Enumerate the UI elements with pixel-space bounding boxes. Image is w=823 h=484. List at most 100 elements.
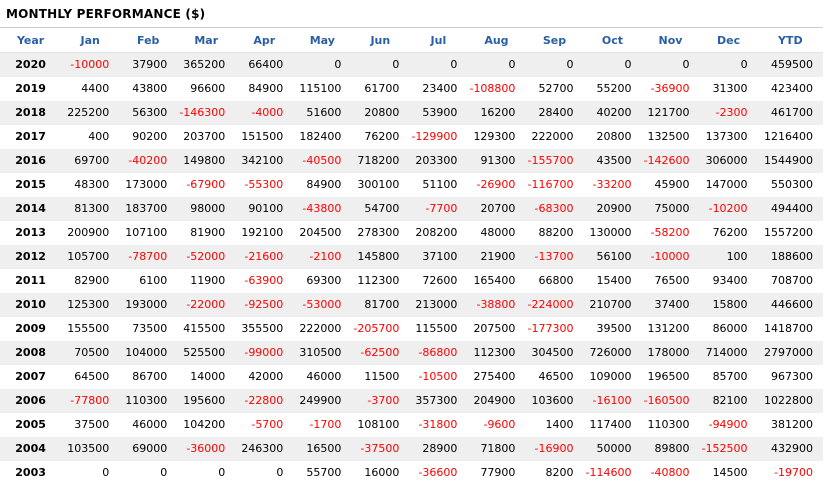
year-cell: 2005 [15, 418, 46, 431]
month-cell: -40800 [650, 465, 690, 479]
month-cell: 31300 [712, 82, 748, 95]
month-cell: 183700 [125, 202, 168, 215]
month-cell: 204500 [299, 226, 342, 239]
month-cell: 225200 [67, 106, 110, 119]
month-cell: 0 [508, 58, 516, 72]
month-cell: 54700 [364, 202, 400, 215]
month-cell: 52700 [538, 82, 574, 95]
month-cell: -9600 [483, 418, 516, 431]
month-cell: -38800 [476, 298, 516, 311]
month-cell: 210700 [589, 298, 632, 311]
month-cell: 46500 [538, 370, 574, 383]
month-cell: 204900 [473, 394, 516, 407]
month-cell: 84900 [248, 82, 284, 95]
month-cell: 525500 [183, 346, 226, 359]
month-cell: 1400 [545, 418, 574, 431]
month-cell: -16100 [592, 394, 632, 407]
month-cell: 69700 [74, 154, 110, 167]
month-cell: 20700 [480, 202, 516, 215]
month-cell: -53000 [302, 298, 342, 311]
month-cell: -2100 [309, 250, 342, 263]
ytd-cell: 550300 [771, 178, 813, 191]
month-cell: 310500 [299, 346, 342, 359]
month-cell: 0 [160, 465, 168, 479]
year-cell: 2013 [15, 226, 46, 239]
month-cell: 37100 [422, 250, 458, 263]
year-cell: 2004 [15, 442, 46, 455]
month-cell: 415500 [183, 322, 226, 335]
month-cell: -7700 [425, 202, 458, 215]
month-cell: 195600 [183, 394, 226, 407]
month-cell: 130000 [589, 226, 632, 239]
month-cell: 61700 [364, 82, 400, 95]
month-cell: -160500 [643, 394, 690, 407]
table-body: 2020 -10000 37900 365200 66400 0 0 0 0 0 0 0 0 459500… [0, 52, 823, 484]
month-cell: 108100 [357, 418, 400, 431]
month-cell: 8200 [545, 465, 574, 479]
ytd-cell: 1557200 [764, 226, 813, 239]
month-cell: -31800 [418, 418, 458, 431]
month-cell: 0 [682, 58, 690, 72]
month-cell: -114600 [585, 465, 632, 479]
month-cell: 37400 [654, 298, 690, 311]
month-cell: 249900 [299, 394, 342, 407]
year-cell: 2017 [15, 130, 46, 143]
month-cell: 137300 [705, 130, 748, 143]
month-cell: -62500 [360, 346, 400, 359]
month-cell: 70500 [74, 346, 110, 359]
month-cell: -99000 [244, 346, 284, 359]
table-header-row: Year Jan Feb Mar Apr May Jun Jul Aug Sep Oct Nov Dec… [0, 27, 823, 53]
ytd-cell: 708700 [771, 274, 813, 287]
month-cell: -37500 [360, 442, 400, 455]
month-cell: 193000 [125, 298, 168, 311]
month-cell: -22000 [186, 298, 226, 311]
month-cell: 20800 [596, 130, 632, 143]
month-cell: 11900 [190, 274, 226, 287]
month-cell: 76200 [364, 130, 400, 143]
ytd-cell: 446600 [771, 298, 813, 311]
month-cell: 115100 [299, 82, 342, 95]
month-cell: -108800 [469, 82, 516, 95]
month-cell: 55200 [596, 82, 632, 95]
month-cell: 64500 [74, 370, 110, 383]
ytd-cell: 381200 [771, 418, 813, 431]
month-cell: 40200 [596, 106, 632, 119]
page-title: MONTHLY PERFORMANCE ($) [6, 7, 206, 21]
table-row: 2010 125300 193000 -22000 -92500 -53000 81700 2… [0, 292, 823, 317]
month-cell: 714000 [705, 346, 748, 359]
month-cell: 115500 [415, 322, 458, 335]
month-cell: 20900 [596, 202, 632, 215]
month-cell: 149800 [183, 154, 226, 167]
year-cell: 2012 [15, 250, 46, 263]
month-cell: -142600 [643, 154, 690, 167]
table-row: 2012 105700 -78700 -52000 -21600 -2100 145800 3… [0, 244, 823, 269]
month-cell: -94900 [708, 418, 748, 431]
month-cell: 43800 [132, 82, 168, 95]
month-cell: 342100 [241, 154, 284, 167]
month-cell: -36600 [418, 465, 458, 479]
column-header-oct: Oct [583, 27, 642, 53]
month-cell: 300100 [357, 178, 400, 191]
ytd-cell: 2797000 [764, 346, 813, 359]
year-cell: 2007 [15, 370, 46, 383]
year-cell: 2003 [15, 465, 46, 479]
month-cell: 85700 [712, 370, 748, 383]
month-cell: 90200 [132, 130, 168, 143]
month-cell: 200900 [67, 226, 110, 239]
month-cell: 88200 [538, 226, 574, 239]
month-cell: 222000 [299, 322, 342, 335]
month-cell: 51100 [422, 178, 458, 191]
month-cell: 103500 [67, 442, 110, 455]
month-cell: 48000 [480, 226, 516, 239]
month-cell: 75000 [654, 202, 690, 215]
month-cell: -67900 [186, 178, 226, 191]
month-cell: 0 [218, 465, 226, 479]
ytd-cell: 461700 [771, 106, 813, 119]
month-cell: -26900 [476, 178, 516, 191]
month-cell: 20800 [364, 106, 400, 119]
month-cell: 246300 [241, 442, 284, 455]
ytd-cell: 494400 [771, 202, 813, 215]
month-cell: 16200 [480, 106, 516, 119]
table-row: 2015 48300 173000 -67900 -55300 84900 300100 51… [0, 172, 823, 197]
month-cell: 117400 [589, 418, 632, 431]
